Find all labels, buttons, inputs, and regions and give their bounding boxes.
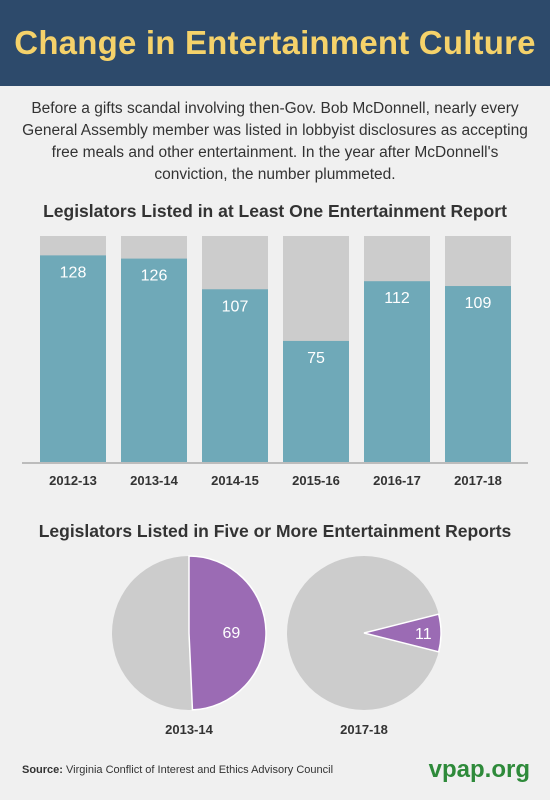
bar-chart-title: Legislators Listed in at Least One Enter… (43, 201, 507, 221)
pie-category-label: 2017-18 (340, 722, 388, 737)
bar-category-label: 2016-17 (373, 473, 421, 488)
bar-category-label: 2015-16 (292, 473, 340, 488)
bar-value-label: 107 (222, 298, 249, 315)
bar-value-label: 126 (141, 268, 168, 285)
bar-2015-16 (283, 340, 349, 462)
header-banner: Change in Entertainment Culture (0, 0, 550, 86)
brand-logo[interactable]: vpap.org (428, 756, 530, 783)
bar-category-label: 2017-18 (454, 473, 502, 488)
page-title: Change in Entertainment Culture (14, 24, 536, 61)
bar-2016-17 (364, 281, 430, 462)
bar-2017-18 (445, 286, 511, 462)
pie-slice-2013-14 (188, 555, 267, 711)
bar-2012-13 (40, 255, 106, 462)
bar-value-label: 75 (307, 350, 325, 367)
source-label: Source: (22, 764, 63, 776)
source-note: Source: Virginia Conflict of Interest an… (22, 764, 333, 776)
pie-category-label: 2013-14 (165, 722, 213, 737)
pie-value-label: 69 (222, 625, 240, 642)
bar-value-label: 112 (384, 290, 410, 307)
bar-value-label: 109 (465, 295, 492, 312)
bar-category-label: 2012-13 (49, 473, 97, 488)
source-text: Virginia Conflict of Interest and Ethics… (66, 764, 334, 776)
bar-2014-15 (202, 289, 268, 462)
pie-chart-title: Legislators Listed in Five or More Enter… (38, 521, 512, 541)
bar-value-label: 128 (60, 264, 87, 281)
intro-text: Before a gifts scandal involving then-Go… (22, 100, 528, 183)
pie-slice-2017-18 (363, 613, 442, 653)
bar-category-label: 2014-15 (211, 473, 259, 488)
pie-value-label: 11 (415, 626, 432, 643)
bar-2013-14 (121, 258, 187, 462)
bar-category-label: 2013-14 (130, 473, 178, 488)
